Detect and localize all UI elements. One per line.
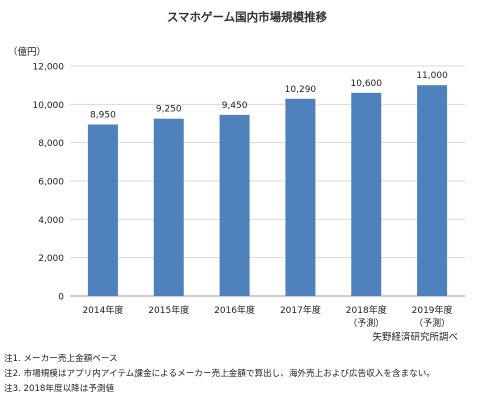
bar (285, 98, 316, 297)
data-label: 10,290 (285, 85, 317, 95)
y-tick-label: 12,000 (33, 63, 65, 73)
footnotes: 注1. メーカー売上金額ベース 注2. 市場規模はアプリ内アイテム課金によるメー… (4, 352, 490, 397)
y-tick-label: 6,000 (38, 178, 64, 188)
source-credit: 矢野経済研究所調べ (372, 331, 458, 343)
footnote-2: 注2. 市場規模はアプリ内アイテム課金によるメーカー売上金額で算出し、海外売上お… (4, 369, 435, 379)
footnote-3: 注3. 2018年度以降は予測値 (4, 384, 115, 394)
x-tick-label: （予測） (348, 317, 384, 329)
data-label: 9,450 (222, 101, 248, 111)
gridlines (70, 65, 465, 297)
x-tick-label: 2018年度 (346, 304, 387, 316)
y-axis-unit: （億円） (8, 46, 46, 58)
bar (417, 85, 448, 297)
x-tick-label: 2017年度 (280, 304, 321, 316)
x-tick-label: 2015年度 (148, 304, 189, 316)
data-label: 10,600 (351, 79, 383, 89)
y-tick-label: 0 (58, 293, 64, 303)
bars (87, 85, 448, 297)
bar (219, 114, 250, 296)
data-label: 8,950 (90, 110, 116, 120)
chart-title: スマホゲーム国内市場規模推移 (167, 10, 328, 24)
x-tick-label: 2016年度 (214, 304, 255, 316)
y-tick-label: 2,000 (38, 254, 64, 264)
x-tick-label: （予測） (414, 317, 450, 329)
x-tick-label: 2019年度 (412, 304, 453, 316)
bar (87, 124, 118, 296)
footnote-1: 注1. メーカー売上金額ベース (4, 354, 118, 364)
data-label: 9,250 (156, 105, 182, 115)
x-tick-label: 2014年度 (82, 304, 123, 316)
y-tick-label: 4,000 (38, 216, 64, 226)
y-tick-label: 10,000 (33, 101, 65, 111)
data-label: 11,000 (416, 71, 448, 81)
y-axis-ticks: 0 2,000 4,000 6,000 8,000 10,000 12,000 (33, 63, 65, 303)
bar (351, 92, 382, 296)
bar (153, 118, 184, 296)
y-tick-label: 8,000 (38, 139, 64, 149)
x-axis-ticks: 2014年度 2015年度 2016年度 2017年度 2018年度（予測）2019年度… (82, 304, 452, 329)
data-labels: 8,950 9,250 9,450 10,290 10,600 11,000 (90, 71, 448, 120)
